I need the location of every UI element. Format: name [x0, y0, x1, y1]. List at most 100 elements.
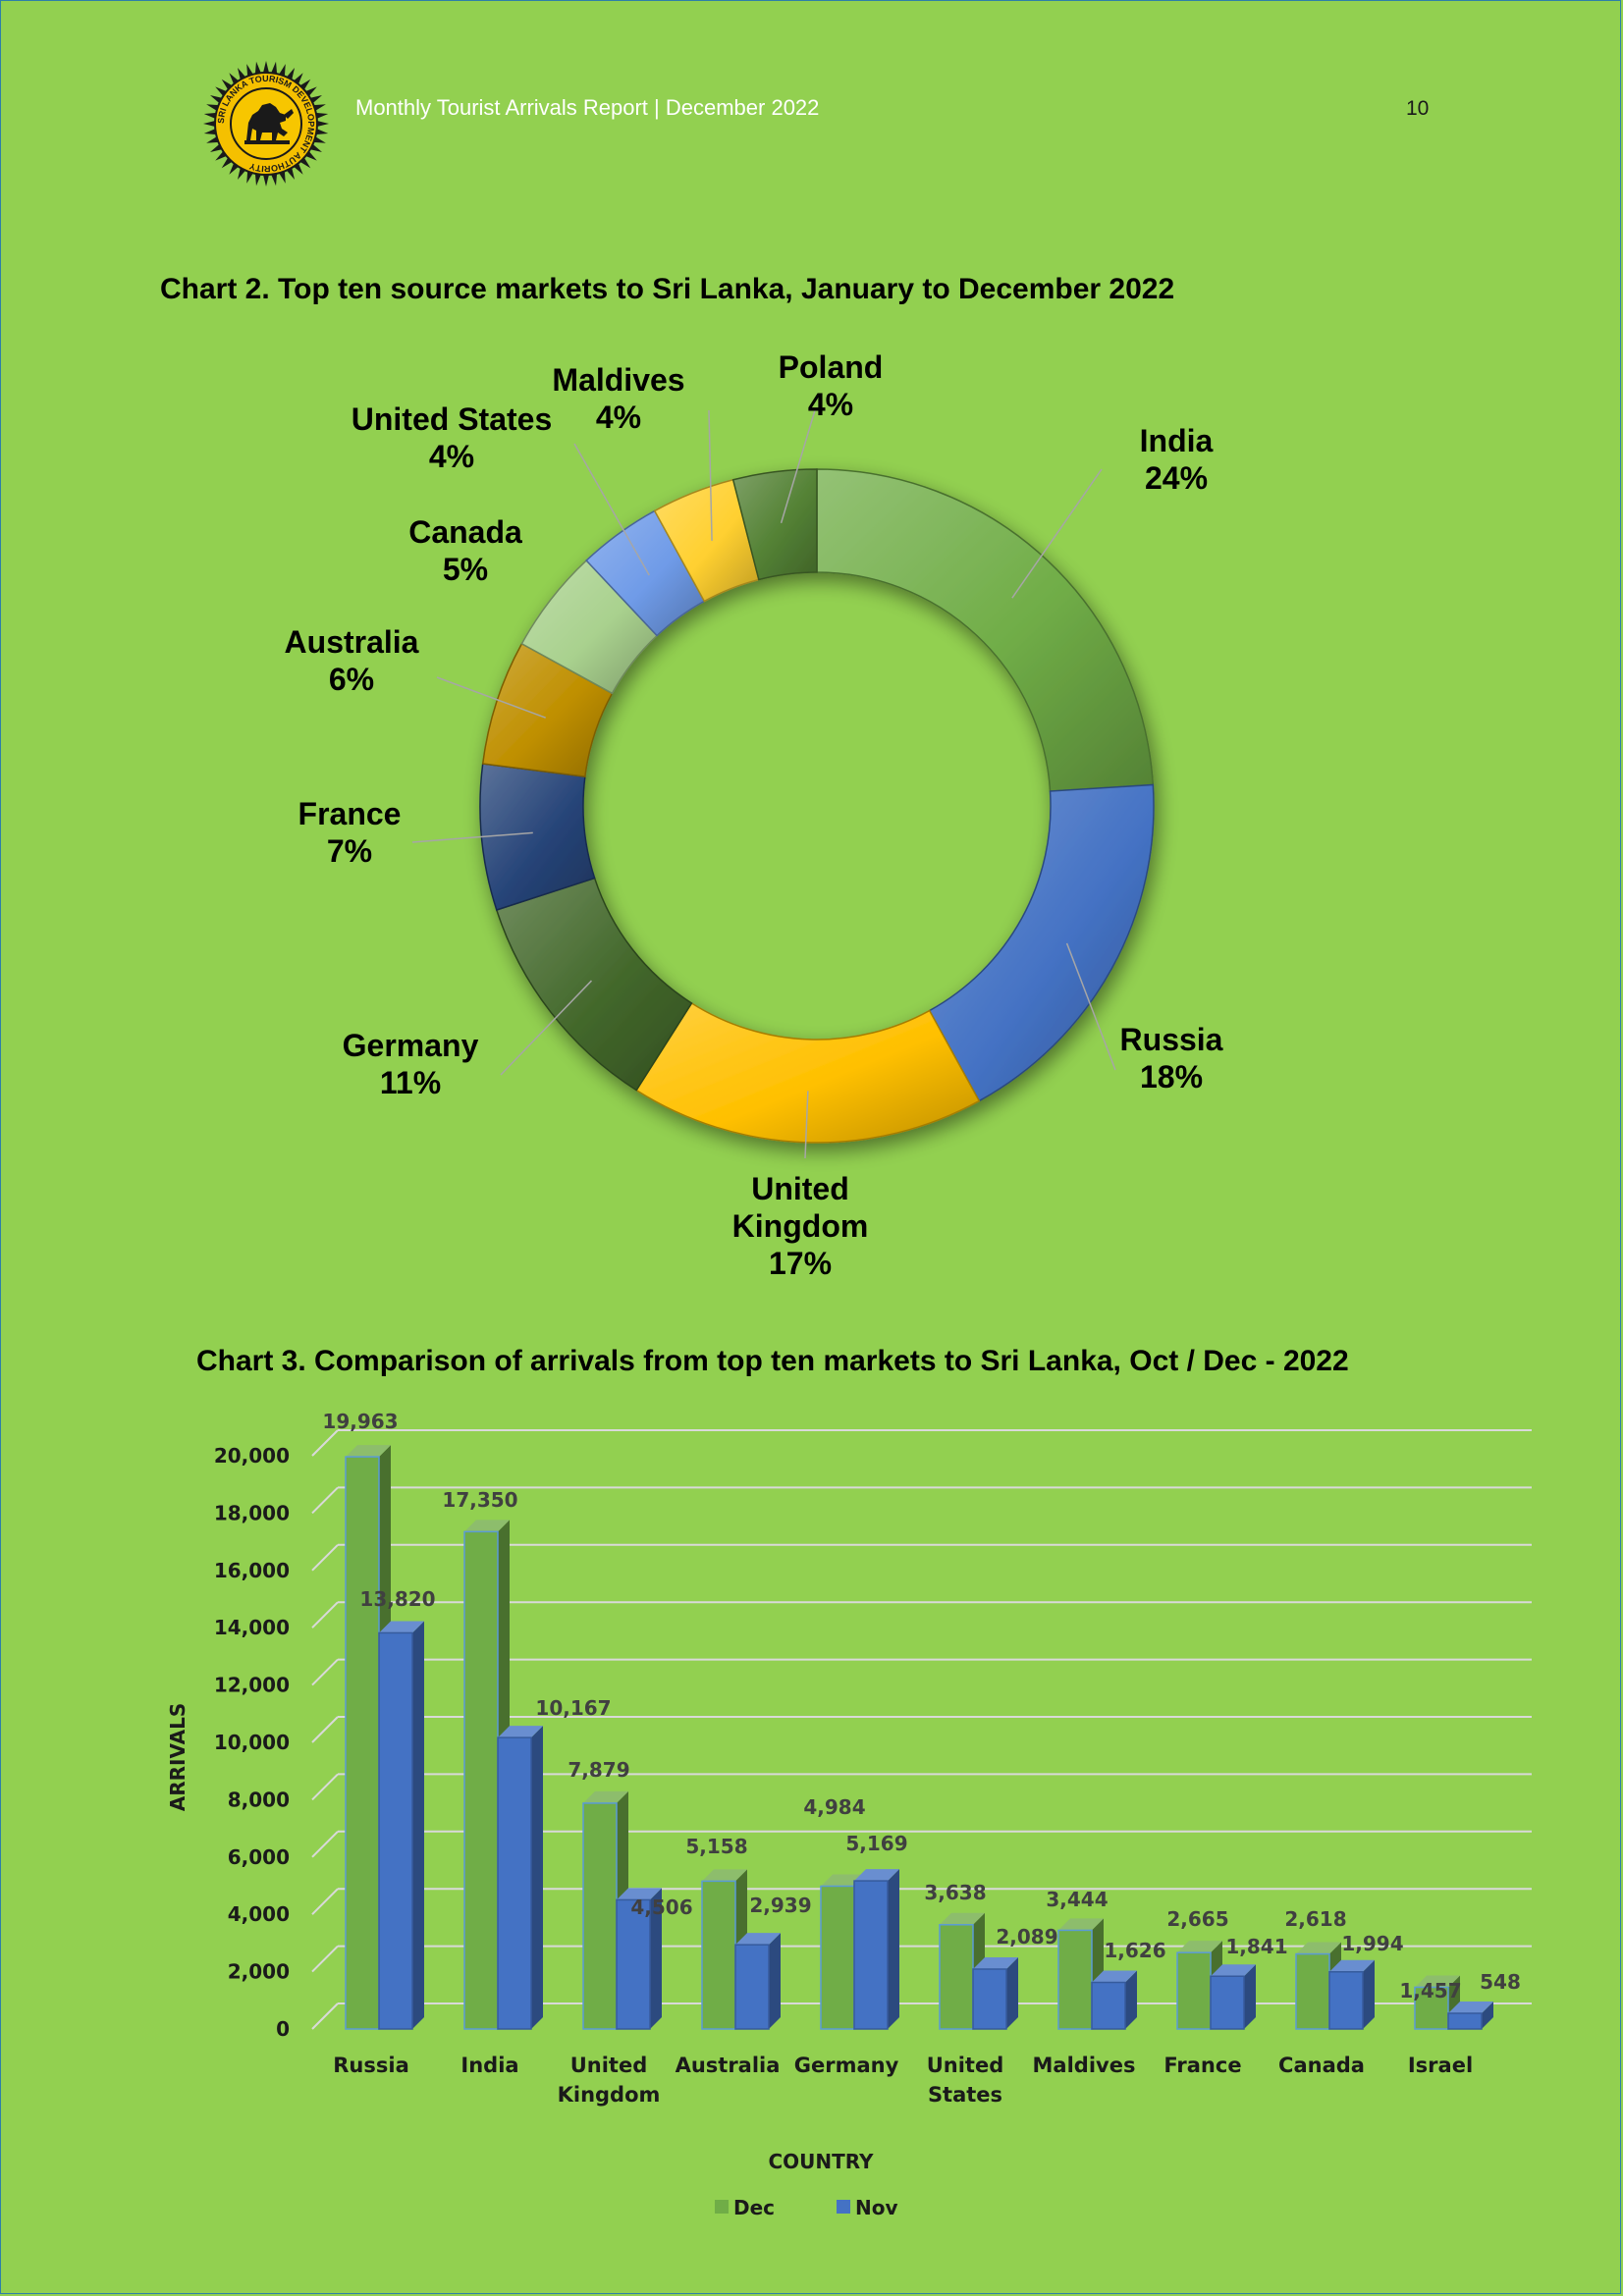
- legend: Dec Nov: [715, 2196, 898, 2219]
- logo-ray: [262, 172, 270, 187]
- donut-slice-russia: [928, 783, 1155, 1102]
- value-label-nov-united-kingdom: 4,506: [630, 1896, 692, 1919]
- gridline-diagonal: [311, 1601, 339, 1629]
- bar-nov-russia: [378, 1621, 424, 2030]
- value-label-dec-united-kingdom: 7,879: [568, 1758, 629, 1782]
- value-label-nov-russia: 13,820: [359, 1587, 435, 1611]
- donut-label-united-kingdom: United Kingdom 17%: [732, 1171, 869, 1281]
- bar-nov-united-states: [972, 1957, 1018, 2030]
- bar-nov-australia: [734, 1933, 781, 2030]
- donut-chart: India 24% Russia 18% United Kingdom 17% Germany…: [285, 349, 1223, 1281]
- x-tick-label-canada: Canada: [1278, 2054, 1365, 2077]
- x-tick-label-israel: Israel: [1408, 2054, 1473, 2077]
- value-label-nov-maldives: 1,626: [1104, 1939, 1165, 1962]
- y-tick-label: 6,000: [228, 1845, 290, 1869]
- donut-label-russia: Russia 18%: [1120, 1022, 1223, 1095]
- value-label-dec-united-states: 3,638: [924, 1881, 986, 1904]
- y-tick-label: 4,000: [228, 1902, 290, 1926]
- gridline-diagonal: [311, 1716, 339, 1743]
- leader-line-united-kingdom: [804, 1091, 809, 1159]
- leader-line-france: [411, 831, 533, 843]
- value-label-dec-israel: 1,457: [1399, 1979, 1461, 2002]
- y-tick-label: 14,000: [214, 1616, 290, 1639]
- logo-ray: [314, 120, 329, 128]
- donut-slice-india: [816, 468, 1155, 792]
- x-tick-label-united-kingdom: United Kingdom: [558, 2054, 661, 2107]
- x-tick-label-maldives: Maldives: [1033, 2054, 1136, 2077]
- gridline-diagonal: [311, 1831, 339, 1858]
- legend-swatch-nov: [837, 2200, 850, 2214]
- value-label-dec-maldives: 3,444: [1046, 1888, 1108, 1911]
- leader-line-germany: [500, 980, 593, 1076]
- bar-nov-maldives: [1091, 1970, 1137, 2030]
- leader-line-poland: [780, 409, 816, 524]
- gridline-diagonal: [311, 2002, 339, 2030]
- value-label-nov-india: 10,167: [535, 1696, 611, 1720]
- page-number: 10: [1406, 97, 1430, 120]
- logo-ray: [203, 120, 218, 128]
- bar-dec-russia: [345, 1445, 391, 2030]
- value-label-nov-canada: 1,994: [1341, 1932, 1403, 1955]
- value-label-dec-australia: 5,158: [685, 1835, 747, 1858]
- value-label-dec-russia: 19,963: [322, 1410, 398, 1433]
- y-tick-label: 20,000: [214, 1444, 290, 1468]
- value-label-nov-australia: 2,939: [749, 1894, 811, 1917]
- gridline-diagonal: [311, 1658, 339, 1686]
- value-label-dec-india: 17,350: [442, 1488, 517, 1512]
- gridline-diagonal: [311, 1773, 339, 1801]
- bar-nov-canada: [1328, 1959, 1375, 2030]
- bar-dec-australia: [701, 1869, 747, 2030]
- legend-label-dec: Dec: [733, 2196, 775, 2219]
- value-label-nov-united-states: 2,089: [996, 1925, 1057, 1949]
- leader-line-india: [1011, 468, 1103, 599]
- donut-label-france: France 7%: [298, 796, 402, 869]
- gridline-diagonal: [311, 1429, 339, 1457]
- y-axis-title: ARRIVALS: [166, 1703, 189, 1811]
- legend-label-nov: Nov: [855, 2196, 898, 2219]
- gridline-diagonal: [311, 1945, 339, 1973]
- leader-line-australia: [436, 676, 546, 719]
- leader-line-maldives: [708, 409, 713, 541]
- gridline-diagonal: [311, 1888, 339, 1915]
- gridline-diagonal: [311, 1544, 339, 1572]
- x-tick-label-russia: Russia: [333, 2054, 409, 2077]
- donut-label-india: India 24%: [1140, 423, 1214, 496]
- donut-label-australia: Australia 6%: [285, 624, 419, 697]
- donut-label-canada: Canada 5%: [408, 514, 522, 587]
- bar-nov-germany: [853, 1869, 899, 2030]
- leader-line-russia: [1065, 942, 1116, 1071]
- sri-lanka-tourism-logo: SRI LANKA TOURISM DEVELOPMENT AUTHORITY: [203, 61, 329, 187]
- logo-ray: [262, 61, 270, 76]
- x-tick-label-india: India: [460, 2054, 518, 2077]
- donut-slice-poland: [731, 468, 818, 581]
- report-title: Monthly Tourist Arrivals Report | Decemb…: [355, 95, 820, 120]
- value-label-nov-france: 1,841: [1225, 1935, 1287, 1958]
- chart-2-title: Chart 2. Top ten source markets to Sri L…: [160, 273, 1175, 305]
- y-tick-label: 10,000: [214, 1731, 290, 1754]
- x-tick-label-australia: Australia: [676, 2054, 781, 2077]
- y-tick-label: 8,000: [228, 1788, 290, 1811]
- x-tick-label-france: France: [1163, 2054, 1241, 2077]
- legend-swatch-dec: [715, 2200, 729, 2214]
- value-label-dec-canada: 2,618: [1284, 1907, 1346, 1931]
- y-tick-label: 18,000: [214, 1501, 290, 1524]
- value-label-dec-france: 2,665: [1166, 1907, 1228, 1931]
- lion-icon: [244, 103, 294, 144]
- donut-label-germany: Germany 11%: [343, 1028, 479, 1100]
- y-tick-label: 0: [276, 2017, 290, 2041]
- x-tick-label-germany: Germany: [794, 2054, 899, 2077]
- x-axis-title: COUNTRY: [768, 2150, 874, 2173]
- value-label-dec-germany: 4,984: [803, 1795, 865, 1819]
- leader-line-united-states: [573, 443, 650, 576]
- chart-3-title: Chart 3. Comparison of arrivals from top…: [196, 1345, 1349, 1377]
- y-tick-label: 2,000: [228, 1960, 290, 1984]
- y-tick-label: 16,000: [214, 1559, 290, 1582]
- y-tick-label: 12,000: [214, 1674, 290, 1697]
- donut-label-united-states: United States 4%: [352, 401, 552, 474]
- bar-nov-israel: [1447, 2001, 1493, 2030]
- logo-rays: [203, 61, 329, 187]
- x-tick-label-united-states: United States: [927, 2054, 1004, 2107]
- bar-nov-france: [1210, 1964, 1256, 2030]
- bar-nov-india: [497, 1726, 543, 2030]
